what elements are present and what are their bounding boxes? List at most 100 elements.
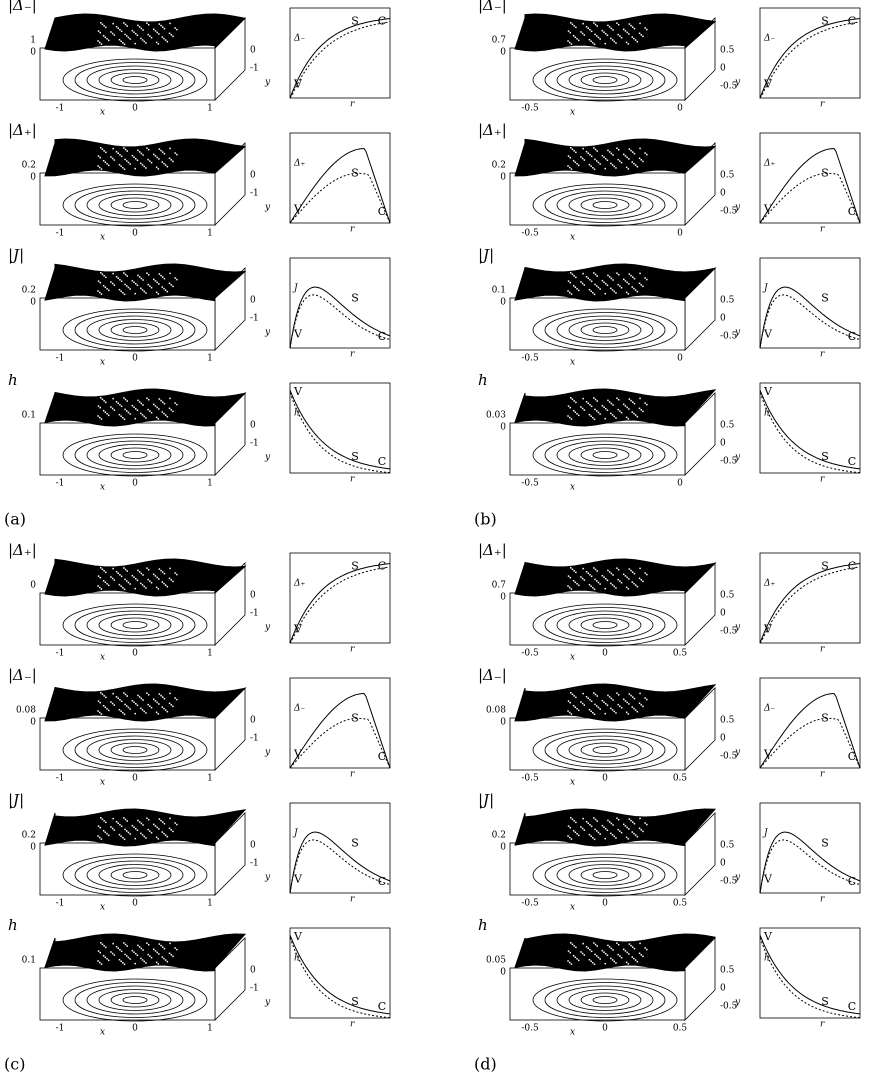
quantity: h: [478, 371, 488, 389]
surface-dot: [617, 828, 619, 831]
surface-dot: [118, 288, 121, 291]
surface-dot: [581, 702, 584, 705]
surface-dot: [612, 404, 614, 406]
surface-dot: [610, 582, 612, 585]
surface-dot: [160, 24, 162, 27]
surface-dot: [589, 824, 591, 826]
surface-dot: [163, 412, 165, 415]
surface-dot: [113, 34, 116, 36]
surface-dot: [601, 279, 604, 282]
surface-dot: [588, 708, 591, 711]
surface-dot: [599, 833, 601, 835]
surface-dot: [106, 833, 108, 835]
surface-dot: [626, 826, 628, 829]
surface-dot: [150, 286, 153, 289]
surface-dot: [99, 166, 101, 169]
surface-dot: [594, 953, 596, 956]
surface-dot: [574, 831, 577, 834]
contour: [62, 433, 208, 477]
surface-dot: [143, 585, 145, 588]
surface-dot: [628, 828, 630, 830]
plot-annotation: C: [378, 205, 386, 218]
surface-dot: [624, 700, 627, 702]
surface-dot: [574, 581, 577, 584]
surface-dot: [115, 275, 118, 278]
surface-dot: [587, 697, 589, 699]
surface-dot: [605, 953, 607, 955]
surface-dot: [593, 272, 595, 274]
surface-dot: [611, 39, 614, 41]
plot-annotation: S: [351, 995, 359, 1008]
surface-dot: [149, 830, 151, 832]
curve: [759, 831, 861, 894]
y-tick: -0.5: [720, 627, 738, 637]
plot-ylabel: Δ₊: [763, 159, 775, 169]
surface-dot: [610, 162, 612, 165]
surface-dot: [115, 400, 118, 403]
surface-dot: [606, 284, 609, 287]
contour: [110, 867, 160, 883]
panel-label: (d): [474, 1055, 497, 1074]
surface-dot: [176, 153, 178, 156]
surface-dot: [625, 291, 628, 294]
surface-dot: [140, 582, 142, 585]
surface-dot: [593, 397, 595, 399]
surface-dot: [633, 707, 635, 710]
curve: [759, 935, 861, 1015]
surface-dot: [576, 288, 578, 290]
surface-dot: [644, 822, 646, 824]
surface-dot: [155, 416, 158, 419]
surface-dot: [141, 959, 144, 961]
surface-dot: [590, 40, 592, 42]
contour: [110, 447, 160, 463]
surface-dot: [166, 290, 169, 293]
plot-xlabel: r: [820, 645, 825, 655]
surface-dot: [147, 943, 150, 946]
surface-dot: [607, 694, 609, 697]
surface-dot: [633, 582, 635, 585]
surface-dot: [573, 820, 575, 822]
surface-dot: [100, 713, 103, 715]
surface-dot: [153, 948, 155, 951]
contour: [110, 742, 160, 758]
surface-dot: [615, 292, 617, 294]
surface-dot: [570, 942, 572, 944]
surface-dot: [113, 579, 116, 581]
quantity: |Δ₊|: [478, 121, 507, 139]
surface-dot: [601, 699, 604, 702]
contour: [568, 739, 642, 761]
surface-dot: [142, 949, 144, 951]
surface-dot: [140, 822, 143, 825]
contour: [98, 69, 172, 91]
surface-dot: [99, 951, 101, 954]
surface-dot: [154, 30, 157, 32]
plot-annotation: C: [378, 875, 386, 888]
surface: [514, 388, 717, 427]
surface-dot: [112, 692, 114, 695]
contour: [110, 72, 160, 88]
surface-dot: [569, 281, 571, 284]
x-tick: -1: [56, 774, 65, 784]
surface-dot: [169, 567, 171, 570]
surface-dot: [616, 22, 618, 24]
surface-dot: [597, 956, 600, 959]
surface-dot: [617, 158, 619, 161]
y-tick: -0.5: [720, 332, 738, 342]
surface-dot: [127, 161, 130, 164]
y-tick: 0: [720, 984, 726, 994]
surface-dot: [599, 583, 601, 585]
surface-dot: [623, 278, 625, 281]
surface-dot: [599, 38, 601, 40]
surface-dot: [597, 36, 600, 39]
surface-dot: [105, 821, 107, 824]
surface-dot: [575, 821, 577, 824]
surface-dot: [123, 293, 126, 296]
surface-dot: [122, 962, 124, 964]
surface-dot: [594, 148, 597, 151]
surface-dot: [625, 166, 628, 169]
surface-dot: [164, 959, 167, 961]
contour: [86, 610, 184, 640]
surface-dot: [588, 833, 591, 836]
surface-dot: [163, 37, 165, 40]
surface-dot: [133, 701, 135, 703]
